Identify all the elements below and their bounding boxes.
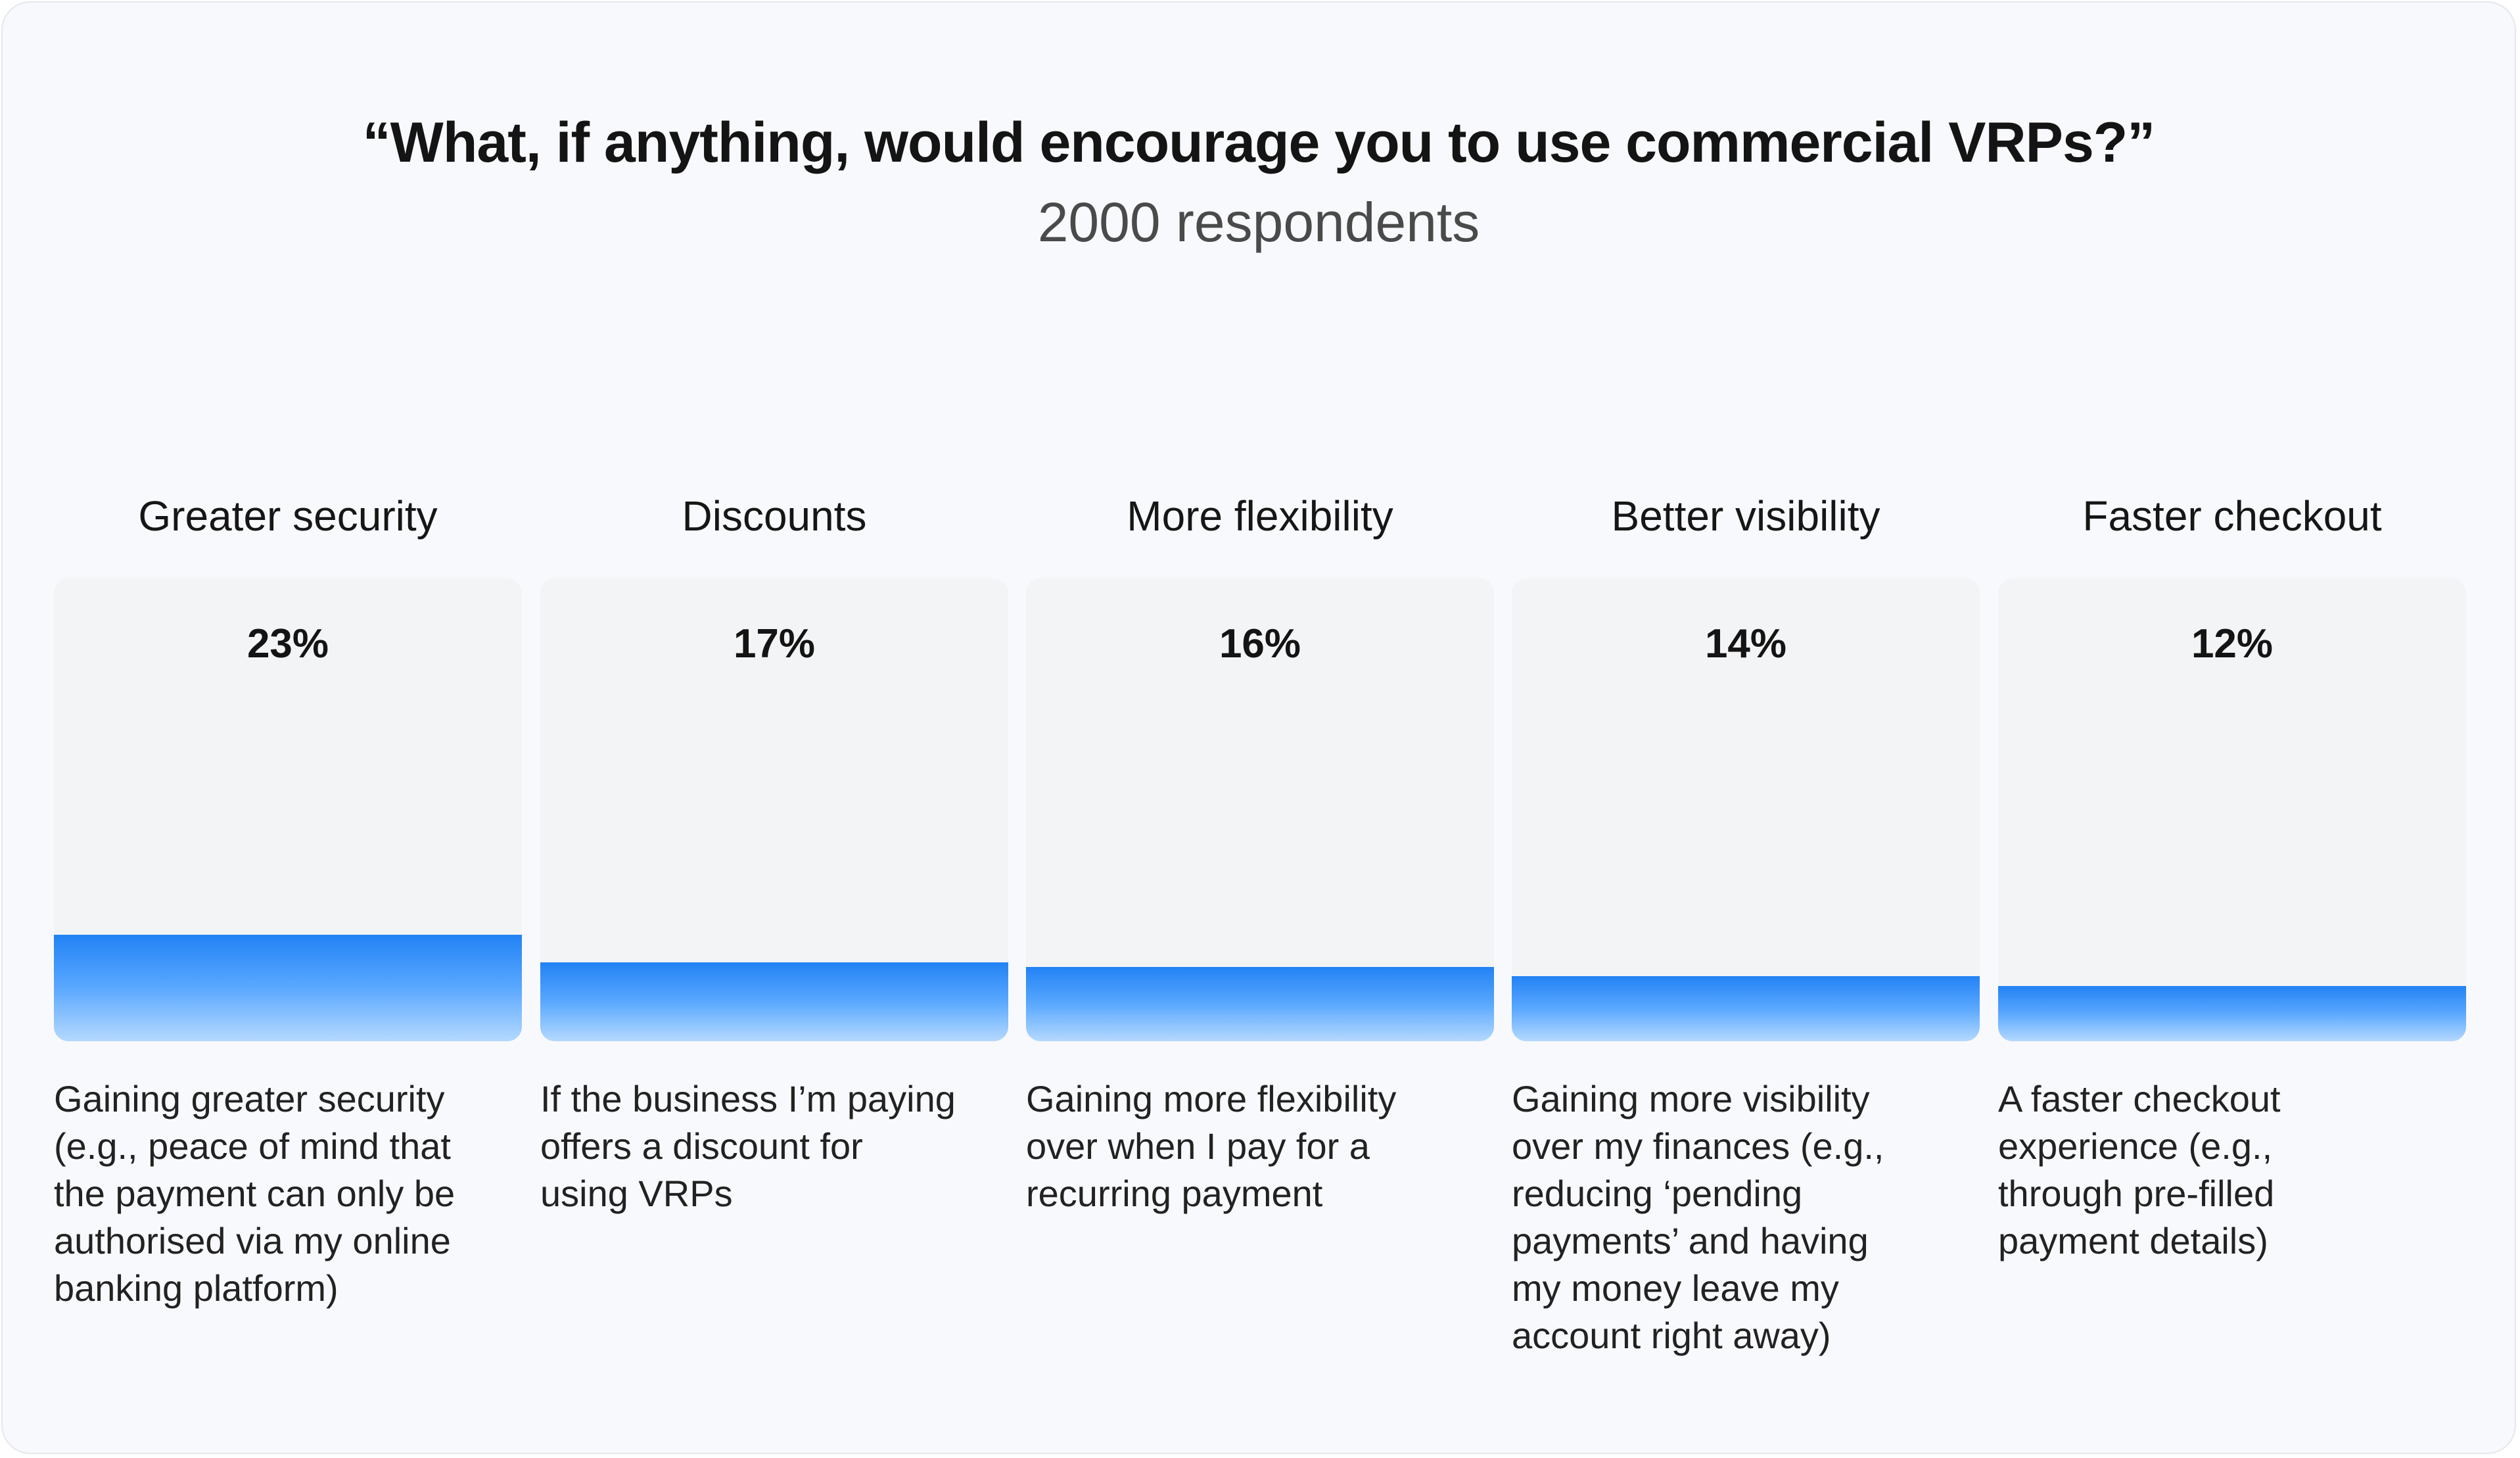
category-label: Better visibility — [1611, 492, 1880, 540]
description-line: A faster checkout — [1998, 1078, 2281, 1119]
description-line: reducing ‘pending — [1512, 1173, 1803, 1214]
description-line: over when I pay for a — [1026, 1125, 1370, 1167]
chart-subtitle: 2000 respondents — [1037, 191, 1480, 253]
description-line: offers a discount for — [540, 1125, 863, 1167]
description-line: my money leave my — [1512, 1267, 1839, 1309]
bar — [540, 962, 1008, 1041]
description-line: recurring payment — [1026, 1173, 1323, 1214]
bar — [54, 935, 522, 1041]
description-line: over my finances (e.g., — [1512, 1125, 1884, 1167]
value-label: 17% — [733, 621, 816, 667]
bar-column: Faster checkout 12% A faster checkout exper… — [1998, 0, 2466, 1458]
bar-track: 16% — [1026, 578, 1494, 1041]
description-line: payments’ and having — [1512, 1220, 1869, 1261]
description-line: through pre-filled — [1998, 1173, 2275, 1214]
description-line: using VRPs — [540, 1173, 733, 1214]
description-line: account right away) — [1512, 1315, 1831, 1356]
category-description: Gaining greater security (e.g., peace of … — [54, 1075, 522, 1312]
bar-track: 17% — [540, 578, 1008, 1041]
bar-column: Discounts 17% If the business I’m paying of… — [540, 0, 1008, 1458]
category-description: Gaining more visibility over my finances … — [1512, 1075, 1980, 1359]
description-line: experience (e.g., — [1998, 1125, 2273, 1167]
description-line: If the business I’m paying — [540, 1078, 956, 1119]
description-line: payment details) — [1998, 1220, 2268, 1261]
description-line: (e.g., peace of mind that — [54, 1125, 451, 1167]
category-label: Greater security — [138, 492, 438, 540]
description-line: Gaining greater security — [54, 1078, 445, 1119]
value-label: 14% — [1704, 621, 1787, 667]
bar-column: Greater security 23% Gaining greater secur… — [54, 0, 522, 1458]
bar-track: 14% — [1512, 578, 1980, 1041]
chart-title: “What, if anything, would encourage you … — [362, 111, 2156, 174]
description-line: authorised via my online — [54, 1220, 451, 1261]
category-description: If the business I’m paying offers a disco… — [540, 1075, 1008, 1217]
category-label: Faster checkout — [2082, 492, 2382, 540]
category-label: More flexibility — [1127, 492, 1393, 540]
value-label: 23% — [246, 621, 329, 667]
description-line: the payment can only be — [54, 1173, 455, 1214]
bar-column: More flexibility 16% Gaining more flexibil… — [1026, 0, 1494, 1458]
value-label: 12% — [2191, 621, 2274, 667]
bar-column: Better visibility 14% Gaining more visibil… — [1512, 0, 1980, 1458]
bar-track: 23% — [54, 578, 522, 1041]
description-line: Gaining more flexibility — [1026, 1078, 1397, 1119]
description-line: Gaining more visibility — [1512, 1078, 1870, 1119]
category-description: A faster checkout experience (e.g., throug… — [1998, 1075, 2466, 1265]
category-description: Gaining more flexibility over when I pay … — [1026, 1075, 1494, 1217]
bar — [1026, 967, 1494, 1041]
bar — [1998, 986, 2466, 1041]
value-label: 16% — [1219, 621, 1301, 667]
bar-track: 12% — [1998, 578, 2466, 1041]
category-label: Discounts — [682, 492, 867, 540]
bar — [1512, 976, 1980, 1041]
description-line: banking platform) — [54, 1267, 338, 1309]
